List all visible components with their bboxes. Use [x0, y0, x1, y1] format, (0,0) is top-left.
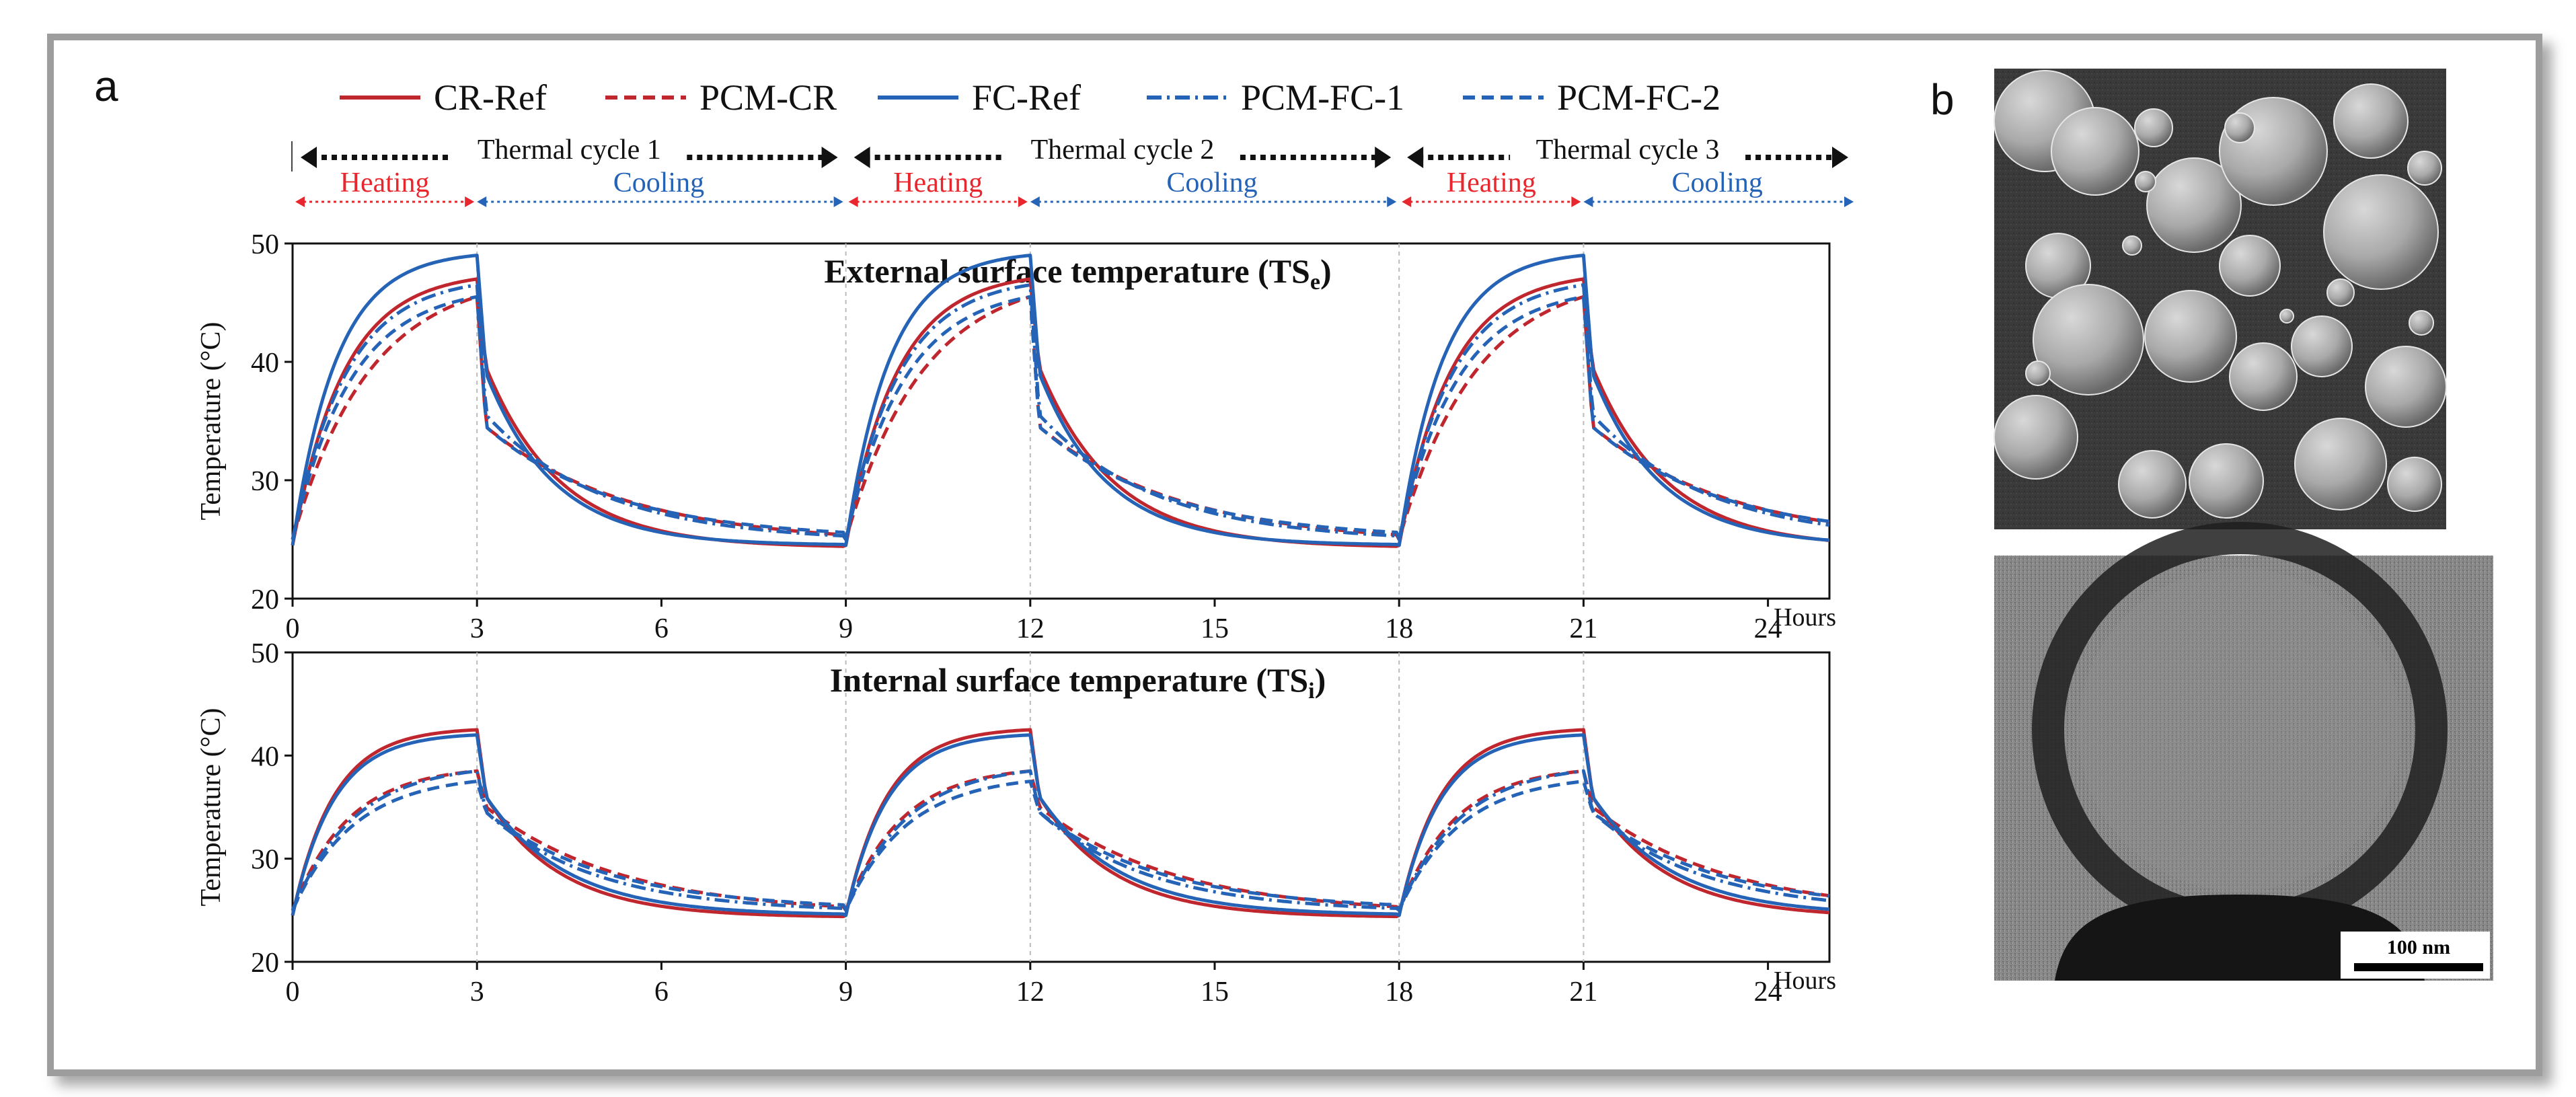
microsphere [2279, 309, 2294, 324]
microsphere [2333, 83, 2409, 159]
y-tick-label: 20 [251, 584, 279, 615]
x-tick-label: 6 [654, 977, 669, 1008]
microsphere [2135, 171, 2156, 192]
series-pcm-cr [291, 769, 1830, 912]
microsphere [2144, 290, 2237, 383]
x-tick-label: 9 [839, 977, 853, 1008]
x-tick-label: 3 [470, 977, 484, 1008]
y-tick-label: 40 [251, 741, 279, 772]
cycle-arrowhead-right-1 [821, 147, 838, 168]
microsphere [2409, 310, 2434, 336]
microsphere [2294, 418, 2387, 510]
heating-label-1: Heating [340, 167, 430, 198]
cycle-label-2: Thermal cycle 2 [1030, 135, 1214, 165]
microsphere [1994, 395, 2078, 480]
x-tick-label: 3 [470, 613, 484, 644]
series-fc-ref [291, 733, 1830, 917]
series-pcm-fc-2 [291, 295, 1830, 541]
microsphere [2118, 450, 2187, 519]
chart-title: External surface temperature (TSe) [824, 252, 1331, 295]
tem-micrograph: 100 nm [1994, 522, 2493, 981]
microsphere [2122, 235, 2142, 256]
x-tick-label: 18 [1385, 613, 1413, 644]
x-axis-label: Hours [1774, 603, 1836, 632]
series-pcm-fc-2 [291, 780, 1830, 912]
x-tick-label: 12 [1016, 977, 1045, 1008]
x-tick-label: 18 [1385, 977, 1413, 1008]
cycle-arrowhead-left-3 [1407, 147, 1424, 168]
microsphere [2146, 157, 2242, 253]
y-tick-label: 40 [251, 348, 279, 379]
heating-label-3: Heating [1447, 167, 1536, 198]
y-tick-label: 30 [251, 466, 279, 497]
cooling-label-1: Cooling [613, 167, 704, 198]
panel-label-b: b [1930, 75, 1955, 124]
legend-label-fc-ref: FC-Ref [972, 77, 1081, 118]
x-tick-label: 21 [1569, 977, 1597, 1008]
microsphere [2291, 315, 2353, 377]
sem-micrograph [1994, 69, 2447, 529]
cycle-arrowhead-left-2 [854, 147, 870, 168]
plot-frame [291, 651, 1831, 963]
cycle-label-1: Thermal cycle 1 [478, 135, 661, 165]
cycle-label-3: Thermal cycle 3 [1536, 135, 1720, 165]
series-cr-ref [291, 277, 1830, 548]
x-tick-label: 0 [286, 977, 300, 1008]
microsphere [2229, 342, 2298, 411]
y-axis-label: Temperature (°C) [196, 322, 227, 521]
x-tick-label: 0 [286, 613, 300, 644]
y-axis-label: Temperature (°C) [196, 708, 227, 907]
legend-label-pcm-fc-1: PCM-FC-1 [1241, 77, 1404, 118]
microsphere [2387, 457, 2442, 512]
x-axis-label: Hours [1774, 967, 1836, 995]
microsphere [2189, 443, 2264, 519]
microsphere [2025, 361, 2051, 386]
x-tick-label: 24 [1754, 613, 1782, 644]
x-tick-label: 15 [1201, 977, 1229, 1008]
y-tick-label: 50 [251, 638, 279, 669]
microsphere [2051, 107, 2139, 196]
chart-legend: CR-Ref PCM-CR FC-Ref PCM-FC-1 PCM-FC-2 [340, 77, 1720, 118]
cycle-arrowhead-right-3 [1832, 147, 1848, 168]
y-tick-label: 20 [251, 948, 279, 979]
x-tick-label: 21 [1569, 613, 1597, 644]
microsphere [2134, 108, 2173, 147]
plot-frame [291, 242, 1831, 600]
x-tick-label: 15 [1201, 613, 1229, 644]
chart-title: Internal surface temperature (TSi) [830, 661, 1326, 704]
legend-label-pcm-cr: PCM-CR [699, 77, 837, 118]
x-tick-label: 12 [1016, 613, 1045, 644]
x-tick-label: 24 [1754, 977, 1782, 1008]
heating-label-2: Heating [893, 167, 983, 198]
cycle-arrowhead-right-2 [1375, 147, 1392, 168]
cycle-arrowhead-left-1 [301, 147, 317, 168]
cooling-label-2: Cooling [1166, 167, 1257, 198]
cooling-label-3: Cooling [1672, 167, 1763, 198]
series-fc-ref [291, 254, 1830, 547]
legend-label-pcm-fc-2: PCM-FC-2 [1557, 77, 1720, 118]
y-tick-label: 50 [251, 229, 279, 260]
series-pcm-fc-1 [291, 283, 1830, 541]
microsphere [2033, 284, 2144, 395]
x-tick-label: 6 [654, 613, 669, 644]
microsphere [2407, 151, 2442, 186]
microsphere [2323, 174, 2439, 290]
y-tick-label: 30 [251, 845, 279, 876]
microsphere [2219, 235, 2281, 297]
microsphere [2365, 346, 2447, 428]
microsphere [2326, 278, 2355, 307]
panel-label-a: a [94, 62, 118, 110]
microsphere [2224, 112, 2255, 143]
scale-bar-label: 100 nm [2387, 936, 2450, 958]
x-tick-label: 9 [839, 613, 853, 644]
legend-label-cr-ref: CR-Ref [434, 77, 547, 118]
